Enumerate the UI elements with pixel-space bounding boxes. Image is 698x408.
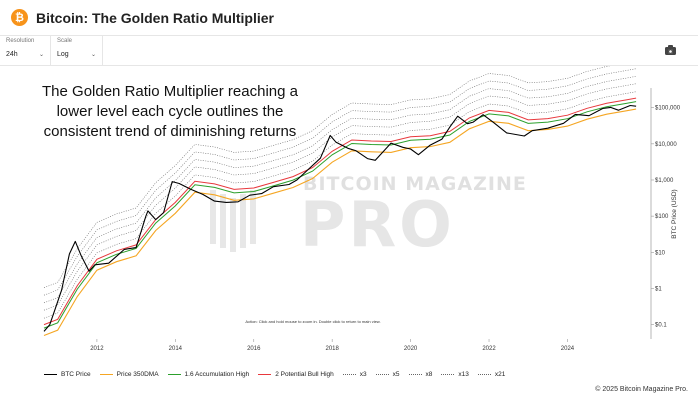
x-tick-label: 2022 bbox=[482, 346, 496, 352]
x-tick-label: 2024 bbox=[561, 346, 575, 352]
annotation-line-3: consistent trend of diminishing returns bbox=[44, 123, 297, 140]
page-header: ₿ Bitcoin: The Golden Ratio Multiplier bbox=[0, 0, 698, 36]
legend-item[interactable]: x13 bbox=[441, 370, 469, 378]
y-tick-label: $100 bbox=[655, 214, 669, 220]
x-tick-label: 2012 bbox=[90, 346, 104, 352]
legend-item[interactable]: x21 bbox=[477, 370, 506, 378]
legend-swatch bbox=[408, 373, 422, 375]
dma350-line bbox=[43, 108, 637, 337]
chart-legend: BTC Price Price 350DMA 1.6 Accumulation Hi… bbox=[44, 368, 514, 380]
x-tick-label: 2016 bbox=[247, 346, 261, 352]
dma-x21-line bbox=[43, 66, 611, 288]
legend-swatch bbox=[99, 373, 113, 375]
scale-label: Scale bbox=[57, 38, 73, 44]
legend-item[interactable]: x3 bbox=[342, 370, 367, 378]
legend-item[interactable]: 1.6 Accumulation High bbox=[167, 370, 250, 378]
legend-swatch bbox=[342, 373, 356, 375]
annotation-line-1: The Golden Ratio Multiplier reaching a bbox=[42, 83, 299, 100]
watermark: BITCOIN MAGAZINE PRO bbox=[210, 173, 527, 261]
legend-swatch bbox=[441, 373, 455, 375]
dma-x5-line bbox=[43, 83, 637, 311]
legend-label: x5 bbox=[392, 370, 400, 378]
series-layer bbox=[43, 66, 637, 337]
legend-label: BTC Price bbox=[61, 370, 91, 378]
resolution-value: 24h bbox=[6, 51, 18, 58]
page-title: Bitcoin: The Golden Ratio Multiplier bbox=[36, 9, 274, 26]
legend-label: Price 350DMA bbox=[116, 370, 159, 378]
x-tick-label: 2020 bbox=[404, 346, 418, 352]
camera-icon[interactable] bbox=[665, 45, 676, 55]
y-tick-label: $10,000 bbox=[655, 142, 677, 148]
x-axis-ticks: 2012 2014 2016 2018 2020 2022 2024 bbox=[90, 339, 575, 352]
chevron-down-icon: ⌄ bbox=[38, 52, 44, 58]
resolution-select[interactable]: Resolution 24h ⌄ bbox=[0, 36, 51, 66]
legend-item[interactable]: 2 Potential Bull High bbox=[258, 371, 334, 378]
watermark-text-main: PRO bbox=[300, 188, 455, 261]
dma-x3-line bbox=[43, 91, 637, 319]
y-tick-label: $0.1 bbox=[655, 323, 667, 329]
y-tick-label: $1 bbox=[655, 286, 662, 292]
legend-swatch bbox=[44, 373, 57, 375]
y-tick-label: $10 bbox=[655, 250, 666, 256]
legend-label: 2 Potential Bull High bbox=[275, 370, 334, 378]
y-tick-label: $1,000 bbox=[655, 178, 674, 184]
legend-item[interactable]: x8 bbox=[408, 370, 433, 378]
x-tick-label: 2018 bbox=[325, 346, 339, 352]
y-axis-ticks: $0.1 $1 $10 $100 $1,000 $10,000 $100,000 bbox=[651, 106, 681, 329]
legend-label: x13 bbox=[458, 370, 469, 378]
y-tick-label: $100,000 bbox=[655, 106, 681, 112]
legend-item[interactable]: Price 350DMA bbox=[99, 370, 159, 378]
legend-item[interactable]: x5 bbox=[375, 370, 400, 378]
dma-x13-line bbox=[43, 68, 637, 296]
bitcoin-icon: ₿ bbox=[11, 9, 28, 26]
legend-swatch bbox=[375, 373, 389, 375]
legend-label: x3 bbox=[359, 370, 367, 378]
x-tick-label: 2014 bbox=[169, 346, 183, 352]
resolution-label: Resolution bbox=[6, 38, 35, 44]
legend-label: 1.6 Accumulation High bbox=[184, 370, 250, 378]
watermark-text-top: BITCOIN MAGAZINE bbox=[303, 173, 527, 195]
legend-swatch bbox=[477, 373, 491, 375]
zoom-hint: Action: Click and hold mouse to zoom in.… bbox=[245, 319, 380, 324]
copyright: © 2025 Bitcoin Magazine Pro. bbox=[595, 386, 688, 393]
chart-controls: Resolution 24h ⌄ Scale Log ⌄ bbox=[0, 36, 698, 66]
annotation-line-2: lower level each cycle outlines the bbox=[57, 103, 284, 120]
watermark-logo-bars bbox=[210, 190, 256, 252]
scale-value: Log bbox=[57, 51, 69, 58]
scale-select[interactable]: Scale Log ⌄ bbox=[51, 36, 103, 66]
chevron-down-icon: ⌄ bbox=[90, 52, 96, 58]
btc-price-line bbox=[43, 104, 637, 332]
dma-x8-line bbox=[43, 76, 637, 304]
legend-label: x8 bbox=[425, 370, 433, 378]
legend-label: x21 bbox=[494, 370, 506, 378]
dma-x1.6-line bbox=[43, 101, 637, 329]
legend-item[interactable]: BTC Price bbox=[44, 371, 91, 378]
legend-swatch bbox=[258, 373, 272, 375]
legend-swatch bbox=[167, 373, 181, 375]
golden-ratio-chart[interactable]: BITCOIN MAGAZINE PRO $0.1 $1 $10 $100 $1,000… bbox=[0, 66, 698, 366]
y-axis-title: BTC Price (USD) bbox=[671, 189, 678, 238]
